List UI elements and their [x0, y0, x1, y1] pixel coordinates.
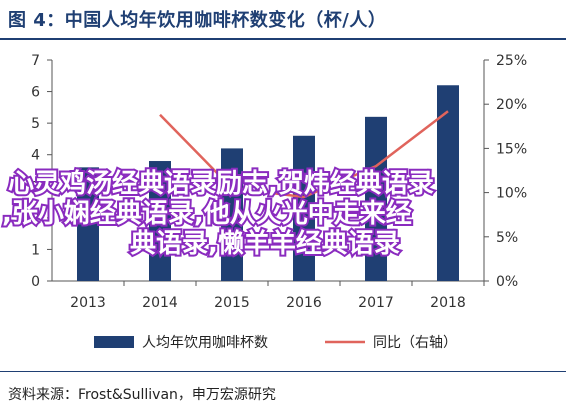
- chart-area: 0 1 2 3 4 5 6 7 0% 5% 10% 15% 20% 25% 2013 2014 2015 2016…: [0, 53, 527, 351]
- bar-2017: [365, 116, 387, 281]
- bar-2016: [293, 135, 315, 281]
- left-tick-label: 6: [31, 85, 40, 101]
- bar-2018: [437, 85, 459, 281]
- x-tick-label: 2018: [430, 295, 466, 311]
- right-tick-label: 15%: [496, 141, 527, 157]
- yoy-line: [159, 110, 449, 199]
- right-tick-label: 25%: [496, 53, 527, 69]
- overlay-text-line: ,张小娴经典语录,他从火光中走来经: [2, 198, 412, 229]
- x-tick-label: 2014: [142, 295, 178, 311]
- legend-line-label: 同比（右轴）: [373, 335, 457, 351]
- bar-2014: [149, 161, 171, 281]
- chart-title: 图 4：中国人均年饮用咖啡杯数变化（杯/人）: [8, 10, 387, 31]
- overlay-text-line: 心灵鸡汤经典语录励志,贺炜经典语录: [8, 168, 434, 199]
- title-rule: [0, 38, 566, 40]
- bar-2013: [77, 167, 99, 281]
- right-tick-label: 0%: [496, 274, 518, 290]
- left-tick-label: 5: [31, 116, 40, 132]
- overlay-text-line: 典语录,懒羊羊经典语录: [130, 228, 400, 259]
- legend-bar-label: 人均年饮用咖啡杯数: [142, 335, 268, 351]
- x-tick-label: 2016: [286, 295, 322, 311]
- left-tick-label: 2: [31, 211, 40, 227]
- right-tick-label: 5%: [496, 230, 518, 246]
- left-tick-label: 0: [31, 274, 40, 290]
- right-tick-label: 10%: [496, 186, 527, 202]
- source-rule: [0, 371, 566, 372]
- left-tick-label: 3: [31, 179, 40, 195]
- left-tick-label: 1: [31, 242, 40, 258]
- x-tick-label: 2017: [358, 295, 394, 311]
- legend-bar-swatch: [94, 336, 134, 348]
- left-tick-label: 4: [31, 148, 40, 164]
- right-tick-label: 20%: [496, 97, 527, 113]
- x-tick-label: 2013: [70, 295, 106, 311]
- left-tick-label: 7: [31, 53, 40, 69]
- x-tick-label: 2015: [214, 295, 250, 311]
- source-note: 资料来源：Frost&Sullivan，申万宏源研究: [8, 387, 276, 403]
